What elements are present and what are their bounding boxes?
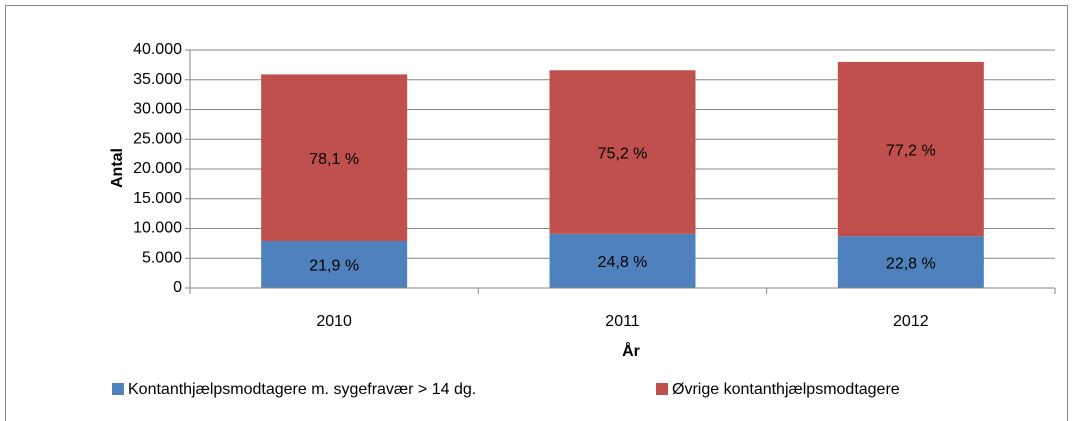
x-axis-title: År	[622, 341, 640, 360]
bar-segment	[261, 74, 408, 241]
legend-label: Kontanthjælpsmodtagere m. sygefravær > 1…	[128, 381, 476, 398]
value-label: 22,8 %	[886, 255, 936, 272]
y-tick-label: 20.000	[133, 160, 182, 177]
x-tick-label: 2010	[316, 313, 352, 330]
y-tick-label: 0	[173, 279, 182, 296]
y-tick-label: 15.000	[133, 190, 182, 207]
y-tick-label: 35.000	[133, 71, 182, 88]
chart-frame	[5, 5, 1068, 421]
value-label: 78,1 %	[309, 151, 359, 168]
legend-label: Øvrige kontanthjælpsmodtagere	[672, 381, 900, 398]
y-tick-label: 25.000	[133, 130, 182, 147]
legend-swatch	[112, 383, 124, 395]
bar-segment	[837, 61, 984, 237]
y-tick-label: 30.000	[133, 101, 182, 118]
x-tick-label: 2011	[605, 313, 640, 330]
bar-segment	[261, 240, 408, 288]
value-label: 24,8 %	[598, 254, 648, 271]
y-tick-label: 10.000	[133, 220, 182, 237]
x-tick-label: 2012	[893, 313, 929, 330]
value-label: 77,2 %	[886, 142, 936, 159]
y-tick-label: 40.000	[133, 41, 182, 58]
y-tick-label: 5.000	[142, 249, 182, 266]
value-label: 75,2 %	[598, 145, 648, 162]
legend-swatch	[656, 383, 668, 395]
bar-segment	[837, 236, 984, 288]
y-axis-title: Antal	[109, 148, 126, 188]
bar-segment	[549, 70, 696, 234]
value-label: 21,9 %	[309, 258, 359, 275]
bar-segment	[549, 233, 696, 288]
